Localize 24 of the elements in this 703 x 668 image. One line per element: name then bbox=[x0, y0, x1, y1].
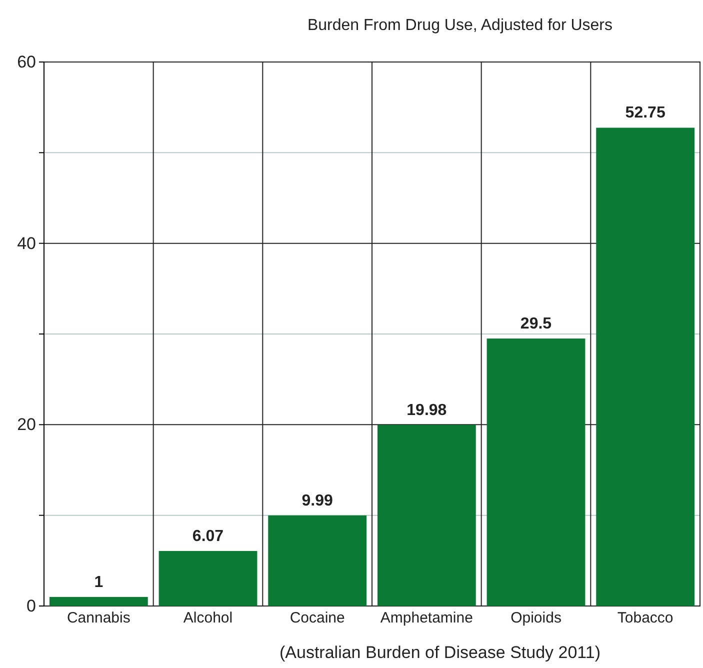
data-label: 6.07 bbox=[192, 528, 224, 545]
data-label: 29.5 bbox=[520, 316, 552, 333]
bar bbox=[486, 338, 586, 606]
x-tick-label: Tobacco bbox=[617, 610, 674, 627]
data-label: 19.98 bbox=[406, 402, 447, 419]
data-label: 9.99 bbox=[302, 492, 334, 510]
data-label: 52.75 bbox=[625, 104, 666, 122]
x-tick-label: Cocaine bbox=[290, 610, 345, 627]
y-tick-label: 40 bbox=[17, 234, 36, 253]
bar bbox=[49, 596, 148, 606]
x-tick-label: Opioids bbox=[510, 610, 562, 627]
y-tick-label: 60 bbox=[17, 52, 36, 72]
x-tick-label: Alcohol bbox=[183, 610, 233, 627]
text: (Australian Burden of Disease Study 2011) bbox=[280, 643, 600, 662]
bar bbox=[268, 515, 367, 606]
bar bbox=[377, 424, 476, 606]
y-tick-label: 20 bbox=[17, 415, 36, 434]
x-tick-label: Cannabis bbox=[66, 610, 130, 627]
bar bbox=[158, 550, 258, 606]
data-label: 1 bbox=[94, 574, 104, 591]
y-tick-label: 0 bbox=[26, 596, 36, 616]
bar bbox=[596, 128, 695, 606]
x-tick-label: Amphetamine bbox=[380, 610, 473, 627]
chart-title: Burden From Drug Use, Adjusted for Users bbox=[307, 17, 613, 34]
